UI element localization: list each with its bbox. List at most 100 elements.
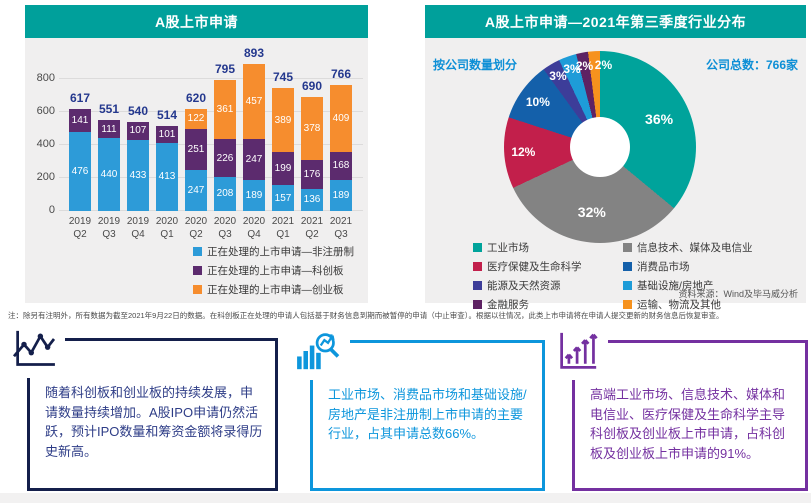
legend-item: 正在处理的上市申请—科创板 bbox=[193, 263, 354, 278]
bar-chart-title: A股上市申请 bbox=[25, 5, 368, 38]
y-axis-tick: 200 bbox=[36, 171, 55, 183]
bar-segment: 389 bbox=[272, 88, 294, 153]
legend-label: 正在处理的上市申请—科创板 bbox=[207, 265, 344, 277]
bar-segment-value: 141 bbox=[71, 115, 89, 127]
y-axis-tick: 600 bbox=[36, 105, 55, 117]
bar-segment: 208 bbox=[214, 176, 236, 211]
x-axis-label: 2020 Q3 bbox=[213, 216, 237, 240]
growth-arrows-icon bbox=[557, 331, 608, 380]
bar-segment: 122 bbox=[185, 108, 207, 129]
bar-total-label: 690 bbox=[301, 79, 323, 94]
bar-segment-value: 189 bbox=[332, 189, 350, 201]
legend-swatch bbox=[623, 243, 632, 252]
bar-segment: 189 bbox=[330, 179, 352, 211]
bar-segment-value: 361 bbox=[216, 104, 234, 116]
legend-label: 正在处理的上市申请—非注册制 bbox=[207, 246, 354, 258]
donut-chart-title: A股上市申请—2021年第三季度行业分布 bbox=[425, 5, 806, 38]
bar-segment: 199 bbox=[272, 152, 294, 186]
bar-segment: 226 bbox=[214, 139, 236, 177]
bar-segment-value: 136 bbox=[303, 194, 321, 206]
bar-segment-value: 440 bbox=[100, 169, 118, 181]
bar-segment: 457 bbox=[243, 63, 265, 140]
callout-text: 高端工业市场、信息技术、媒体和电信业、医疗保健及生命科学主导科创板及创业板上市申… bbox=[590, 387, 786, 461]
bar-segment-value: 122 bbox=[187, 113, 205, 125]
bar-segment-value: 378 bbox=[303, 122, 321, 134]
bar-segment: 168 bbox=[330, 152, 352, 180]
bar-segment: 107 bbox=[127, 121, 149, 140]
bar-plot: 476 141 617 2019 Q2 440 111 551 2019 Q3 433 107 540 2… bbox=[59, 38, 363, 240]
legend-label: 金融服务 bbox=[487, 299, 529, 311]
bar-chart-legend: 正在处理的上市申请—非注册制 正在处理的上市申请—科创板 正在处理的上市申请—创业板 bbox=[193, 240, 354, 297]
bar-segment-value: 226 bbox=[216, 152, 234, 164]
bar-total-label: 893 bbox=[243, 45, 265, 60]
bar-segment: 189 bbox=[243, 179, 265, 211]
legend-item: 工业市场 bbox=[473, 240, 582, 255]
legend-label: 信息技术、媒体及电信业 bbox=[637, 242, 753, 254]
line-chart-icon bbox=[12, 329, 65, 378]
legend-item: 基础设施/房地产 bbox=[623, 278, 753, 293]
slice-percent-label: 2% bbox=[594, 57, 613, 72]
footnote: 注：除另有注明外，所有数据为截至2021年9月22日的数据。在科创板正在处理的申… bbox=[8, 311, 724, 320]
bar-segment-value: 199 bbox=[274, 163, 292, 175]
gridline bbox=[59, 177, 363, 178]
slice-percent-label: 2% bbox=[575, 58, 594, 73]
legend-swatch bbox=[193, 247, 202, 256]
bar-segment-value: 433 bbox=[129, 169, 147, 181]
bar-segment: 247 bbox=[185, 170, 207, 211]
company-total-label: 公司总数：766家 bbox=[705, 58, 798, 72]
slice-percent-label: 10% bbox=[525, 94, 550, 109]
legend-swatch bbox=[193, 285, 202, 294]
legend-swatch bbox=[473, 281, 482, 290]
legend-item: 金融服务 bbox=[473, 297, 582, 312]
bar-segment-value: 413 bbox=[158, 171, 176, 183]
callout-text: 工业市场、消费品市场和基础设施/房地产是非注册制上市申请的主要行业，占其申请总数… bbox=[328, 387, 527, 441]
legend-swatch bbox=[473, 300, 482, 309]
bar-segment: 433 bbox=[127, 139, 149, 211]
bar-total-label: 795 bbox=[214, 61, 236, 76]
x-axis-label: 2019 Q3 bbox=[97, 216, 121, 240]
bar-segment: 409 bbox=[330, 84, 352, 153]
legend-swatch bbox=[473, 262, 482, 271]
donut-labels: 36% 32% 12% 10% 3% 3% 2% 2% bbox=[504, 51, 696, 243]
legend-swatch bbox=[623, 300, 632, 309]
bar-segment-value: 251 bbox=[187, 144, 205, 156]
callout-non-registration: 工业市场、消费品市场和基础设施/房地产是非注册制上市申请的主要行业，占其申请总数… bbox=[295, 331, 545, 491]
bar-segment: 141 bbox=[69, 109, 91, 133]
bar-segment-value: 157 bbox=[274, 192, 292, 204]
bar-segment-value: 389 bbox=[274, 114, 292, 126]
x-axis-label: 2020 Q4 bbox=[242, 216, 266, 240]
legend-item: 正在处理的上市申请—创业板 bbox=[193, 282, 354, 297]
bar-segment-value: 101 bbox=[158, 129, 176, 141]
bar-segment: 251 bbox=[185, 128, 207, 171]
legend-item: 信息技术、媒体及电信业 bbox=[623, 240, 753, 255]
bar-segment: 440 bbox=[98, 138, 120, 211]
bar-segment-value: 247 bbox=[187, 185, 205, 197]
slice-percent-label: 3% bbox=[549, 68, 567, 83]
bar-segment: 157 bbox=[272, 185, 294, 211]
legend-swatch bbox=[473, 243, 482, 252]
gridline bbox=[59, 78, 363, 79]
bar-total-label: 540 bbox=[127, 103, 149, 118]
bar-chart-body: 476 141 617 2019 Q2 440 111 551 2019 Q3 433 107 540 2… bbox=[25, 38, 368, 303]
bar-segment-value: 176 bbox=[303, 168, 321, 180]
source-label: 资料来源：Wind及毕马威分析 bbox=[678, 289, 798, 299]
x-axis-label: 2020 Q2 bbox=[184, 216, 208, 240]
legend-swatch bbox=[623, 262, 632, 271]
bar-total-label: 620 bbox=[185, 90, 207, 105]
donut-hole bbox=[570, 117, 630, 177]
legend-label: 运输、物流及其他 bbox=[637, 299, 721, 311]
bar-segment: 136 bbox=[301, 188, 323, 211]
x-axis-label: 2019 Q2 bbox=[68, 216, 92, 240]
bar-total-label: 551 bbox=[98, 102, 120, 117]
callout-ipo-growth: 随着科创板和创业板的持续发展，申请数量持续增加。A股IPO申请仍然活跃，预计IP… bbox=[12, 329, 278, 491]
bar-segment-value: 111 bbox=[101, 123, 117, 135]
pie-legend-column-2: 信息技术、媒体及电信业 消费品市场基础设施/房地产运输、物流及其他 bbox=[623, 236, 753, 312]
donut-chart-body: 按公司数量划分 公司总数：766家 36% 32% 12% 10% 3% 3% 2% 2% 工… bbox=[425, 38, 806, 311]
legend-label: 消费品市场 bbox=[637, 261, 690, 273]
gridline bbox=[59, 144, 363, 145]
legend-label: 医疗保健及生命科学 bbox=[487, 261, 582, 273]
bar-segment-value: 247 bbox=[245, 153, 263, 165]
bar-segment: 176 bbox=[301, 159, 323, 189]
legend-item: 运输、物流及其他 bbox=[623, 297, 753, 312]
legend-item: 消费品市场 bbox=[623, 259, 753, 274]
